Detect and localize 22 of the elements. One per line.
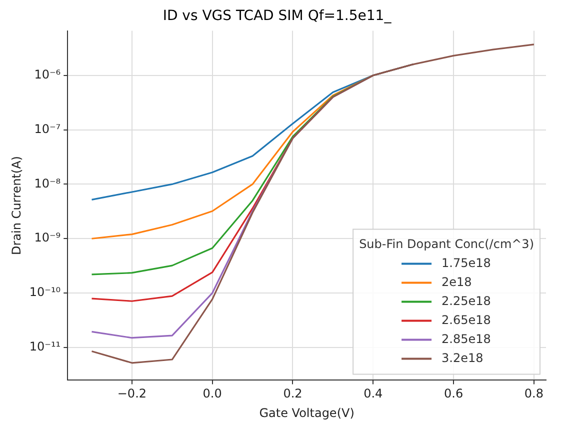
chart-title: ID vs VGS TCAD SIM Qf=1.5e11_ — [162, 8, 392, 24]
x-tick-label: 0.0 — [202, 386, 222, 401]
x-axis-title: Gate Voltage(V) — [259, 406, 354, 420]
y-axis-title: Drain Current(A) — [9, 156, 24, 255]
y-tick-label: 10⁻⁷ — [34, 122, 61, 136]
legend-label: 2.85e18 — [442, 332, 491, 346]
x-tick-label: 0.6 — [444, 386, 464, 401]
legend-label: 2.65e18 — [442, 312, 491, 327]
legend-label: 3.2e18 — [442, 350, 484, 365]
y-tick-label: 10⁻⁹ — [34, 230, 61, 245]
y-tick-label: 10⁻⁸ — [34, 176, 61, 190]
y-tick-label: 10⁻¹⁰ — [29, 285, 61, 300]
legend-title: Sub-Fin Dopant Conc(/cm^3) — [359, 236, 534, 251]
y-tick-label: 10⁻⁶ — [34, 68, 61, 82]
x-tick-label: −0.2 — [117, 386, 147, 401]
legend-label: 1.75e18 — [442, 256, 491, 270]
x-tick-label: 0.8 — [524, 386, 544, 401]
legend-label: 2e18 — [442, 274, 472, 289]
x-tick-label: 0.4 — [364, 386, 383, 401]
y-tick-label: 10⁻¹¹ — [29, 340, 61, 354]
legend-label: 2.25e18 — [442, 294, 491, 308]
x-tick-label: 0.2 — [283, 386, 302, 401]
